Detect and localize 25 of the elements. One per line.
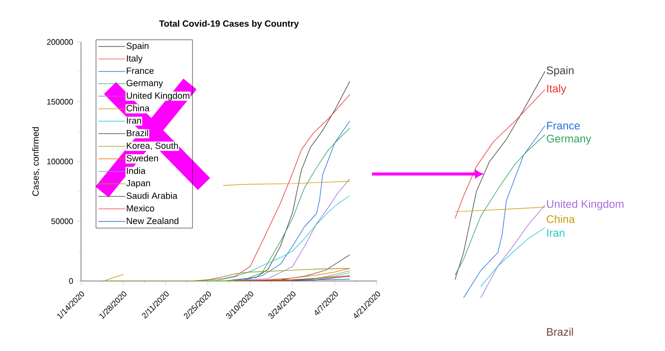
legend-label: India — [126, 167, 146, 174]
chart-title: Total Covid-19 Cases by Country — [159, 20, 299, 29]
series-label: Spain — [546, 66, 574, 76]
legend-label: Spain — [126, 42, 148, 51]
series-label: Iran — [547, 229, 564, 237]
legend-label: Italy — [126, 55, 143, 64]
series-label: France — [547, 122, 580, 130]
series-label: Germany — [546, 134, 592, 145]
y-axis-title: Cases, confirmed — [32, 127, 40, 196]
legend-label: Japan — [126, 180, 150, 188]
legend-label: Sweden — [126, 154, 158, 162]
legend-label: Brazil — [126, 130, 148, 136]
legend-label: Korea, South — [126, 142, 178, 150]
legend-label: United Kingdom — [126, 92, 190, 101]
legend-label: France — [126, 68, 154, 74]
legend-label: Saudi Arabia — [126, 192, 178, 199]
series-label: Italy — [547, 84, 566, 95]
series-label: United Kingdom — [547, 200, 624, 210]
series-label: China — [546, 214, 575, 223]
legend-label: New Zealand — [126, 217, 178, 224]
legend-label: Germany — [126, 80, 163, 88]
legend-label: Mexico — [126, 204, 154, 212]
legend-label: Iran — [126, 117, 141, 124]
legend-label: China — [126, 104, 150, 112]
text: Brazil — [547, 328, 573, 336]
